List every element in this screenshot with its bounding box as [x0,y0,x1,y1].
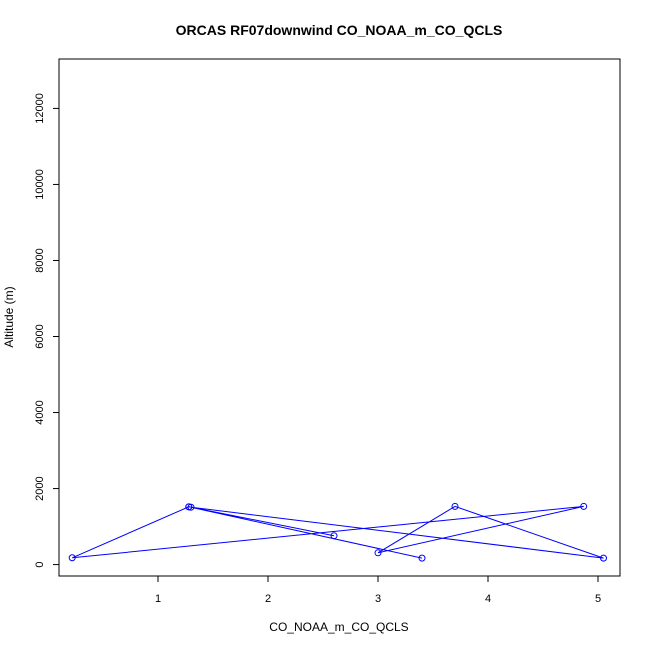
data-point [600,554,607,562]
y-axis: 0 2000 4000 6000 8000 10000 12000 [34,93,59,568]
y-tick-label: 8000 [34,248,46,272]
y-tick-label: 2000 [34,476,46,500]
y-tick-label: 0 [34,562,46,568]
y-tick-label: 12000 [34,93,46,124]
plot-frame [58,58,621,577]
x-axis: 1 2 3 4 5 [155,576,601,605]
x-tick-label: 5 [595,593,601,605]
x-tick-label: 3 [375,593,381,605]
y-tick-label: 4000 [34,400,46,424]
y-axis-label: Altitude (m) [2,286,16,347]
y-tick-label: 6000 [34,324,46,348]
data-point [418,554,426,562]
data-point [68,554,76,562]
data-point [580,502,588,510]
x-tick-label: 4 [485,593,491,605]
y-tick-label: 10000 [34,169,46,200]
x-tick-label: 2 [265,593,271,605]
series-line [71,505,604,559]
data-point [374,549,382,557]
chart-title: ORCAS RF07downwind CO_NOAA_m_CO_QCLS [176,22,503,38]
data-point [451,502,459,510]
data-point [185,503,193,511]
data-point [330,532,338,540]
x-tick-label: 1 [155,593,161,605]
series-layer [68,502,607,562]
x-axis-label: CO_NOAA_m_CO_QCLS [269,620,408,634]
